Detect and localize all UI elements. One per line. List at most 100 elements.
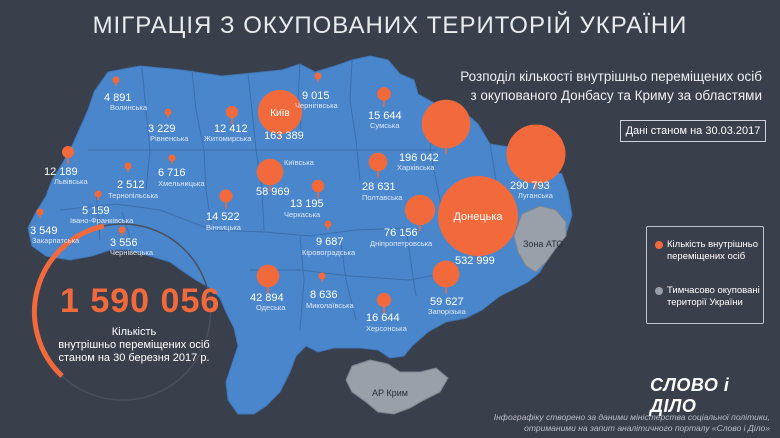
region-value: 8 636	[310, 289, 338, 301]
region-name: Львівська	[54, 177, 88, 186]
region-name: Харківська	[397, 163, 435, 172]
marker-Луганська	[506, 124, 566, 184]
ato-label: Зона АТО	[523, 239, 563, 249]
marker-Івано-Франківська	[94, 190, 102, 198]
total-arc	[31, 223, 105, 378]
credits-line: Інфографіку створено за даними міністерс…	[493, 412, 770, 422]
region-value: 5 159	[82, 205, 110, 217]
total-label-line: Кількість	[111, 326, 157, 338]
marker-Сумська	[377, 87, 391, 101]
marker-Полтавська	[368, 152, 388, 172]
crimea-label: АР Крим	[372, 388, 408, 398]
region-name: Запорізька	[428, 307, 467, 316]
page-title: МІГРАЦІЯ З ОКУПОВАНИХ ТЕРИТОРІЙ УКРАЇНИ	[92, 12, 688, 39]
marker-Запорізька	[432, 260, 460, 288]
marker-Львівська	[62, 146, 74, 158]
region-value: 2 512	[117, 179, 145, 191]
date-box: Дані станом на 30.03.2017	[620, 120, 766, 142]
subtitle-line: з окупованого Донбасу та Криму за област…	[470, 88, 762, 103]
region-name: Миколаївська	[306, 301, 354, 310]
region-value: 16 644	[366, 312, 400, 324]
dot-icon	[655, 241, 663, 249]
region-borders	[59, 59, 501, 331]
crimea-shape	[345, 359, 449, 415]
region-value: 6 716	[158, 167, 186, 179]
region-name: Чернігівська	[295, 101, 339, 110]
credits: Інфографіку створено за даними міністерс…	[450, 412, 770, 434]
region-value: 3 549	[30, 225, 58, 237]
legend-label: переміщених осіб	[667, 251, 746, 262]
brand-logo: СЛОВО і ДІЛО	[650, 375, 730, 416]
region-name: Дніпропетровська	[370, 239, 433, 248]
marker-Тернопільська	[124, 162, 132, 170]
total-arc-rest	[61, 223, 212, 401]
region-name: Хмельницька	[158, 179, 205, 188]
region-value: 28 631	[362, 181, 396, 193]
ato-zone	[513, 205, 567, 273]
region-value: 532 999	[455, 255, 495, 267]
marker-Чернівецька	[118, 226, 126, 234]
region-name: Волинська	[110, 103, 148, 112]
region-name: Донецька	[453, 211, 503, 223]
region-value: 3 556	[110, 237, 138, 249]
region-name: Івано-Франківська	[70, 216, 134, 225]
region-value: 59 627	[430, 296, 464, 308]
subtitle-line: Розподіл кількості внутрішньо переміщени…	[460, 69, 762, 84]
region-name: Житомирська	[204, 134, 252, 143]
region-value: 42 894	[250, 292, 284, 304]
marker-Хмельницька	[168, 154, 176, 162]
region-value: 290 793	[510, 180, 550, 192]
marker-Київ	[257, 89, 303, 135]
region-name: Одеська	[256, 303, 286, 312]
region-value: 9 687	[316, 236, 344, 248]
region-name: Чернівецька	[110, 248, 154, 257]
region-name: Рівненська	[150, 134, 189, 143]
total-label-line: внутрішньо переміщених осіб	[58, 339, 210, 351]
region-value: 9 015	[302, 90, 330, 102]
region-value: 163 389	[264, 130, 304, 142]
region-value: 196 042	[399, 152, 439, 164]
region-name: Херсонська	[366, 324, 408, 333]
region-value: 12 189	[44, 166, 78, 178]
total-label-line: станом на 30 березня 2017 р.	[58, 352, 210, 364]
region-name: Сумська	[370, 121, 400, 130]
marker-Черкаська	[311, 179, 325, 193]
marker-Волинська	[112, 76, 120, 84]
total-label: Кількість внутрішньо переміщених осіб ст…	[54, 326, 214, 365]
region-name: Черкаська	[284, 210, 321, 219]
marker-Київська	[256, 158, 284, 186]
marker-Херсонська	[376, 292, 392, 308]
marker-Вінницька	[219, 189, 233, 203]
marker-Кіровоградська	[324, 220, 332, 228]
legend-label: Тимчасово окуповані	[667, 285, 760, 296]
region-name: Вінницька	[206, 223, 242, 232]
region-name: Закарпатська	[32, 236, 80, 245]
region-markers: Київ Донецька	[36, 72, 566, 314]
region-name: Кіровоградська	[302, 248, 356, 257]
marker-Рівненська	[164, 108, 172, 116]
marker-Дніпропетровська	[404, 194, 436, 226]
legend-label: Кількість внутрішньо	[667, 239, 758, 250]
region-value: 76 156	[384, 227, 418, 239]
region-name: Київ	[270, 108, 290, 119]
marker-Чернігівська	[314, 72, 322, 80]
marker-Харківська	[421, 99, 471, 149]
marker-Миколаївська	[318, 272, 326, 280]
legend-label: території України	[667, 297, 743, 308]
region-value: 14 522	[206, 211, 240, 223]
marker-Донецька	[438, 176, 518, 256]
region-value: 15 644	[368, 110, 402, 122]
marker-Закарпатська	[36, 208, 44, 216]
subtitle: Розподіл кількості внутрішньо переміщени…	[442, 67, 762, 105]
marker-Одеська	[256, 264, 280, 288]
region-name: Тернопільська	[108, 191, 159, 200]
legend: Кількість внутрішньо переміщених осіб Ти…	[646, 226, 764, 324]
total-value: 1 590 056	[60, 282, 221, 320]
region-value: 3 229	[148, 123, 176, 135]
credits-line: отриманими на запит аналітичного порталу…	[524, 423, 770, 433]
region-value: 12 412	[214, 123, 248, 135]
region-value: 58 969	[256, 186, 290, 198]
region-name: Луганська	[518, 191, 554, 200]
region-name: Полтавська	[362, 193, 403, 202]
